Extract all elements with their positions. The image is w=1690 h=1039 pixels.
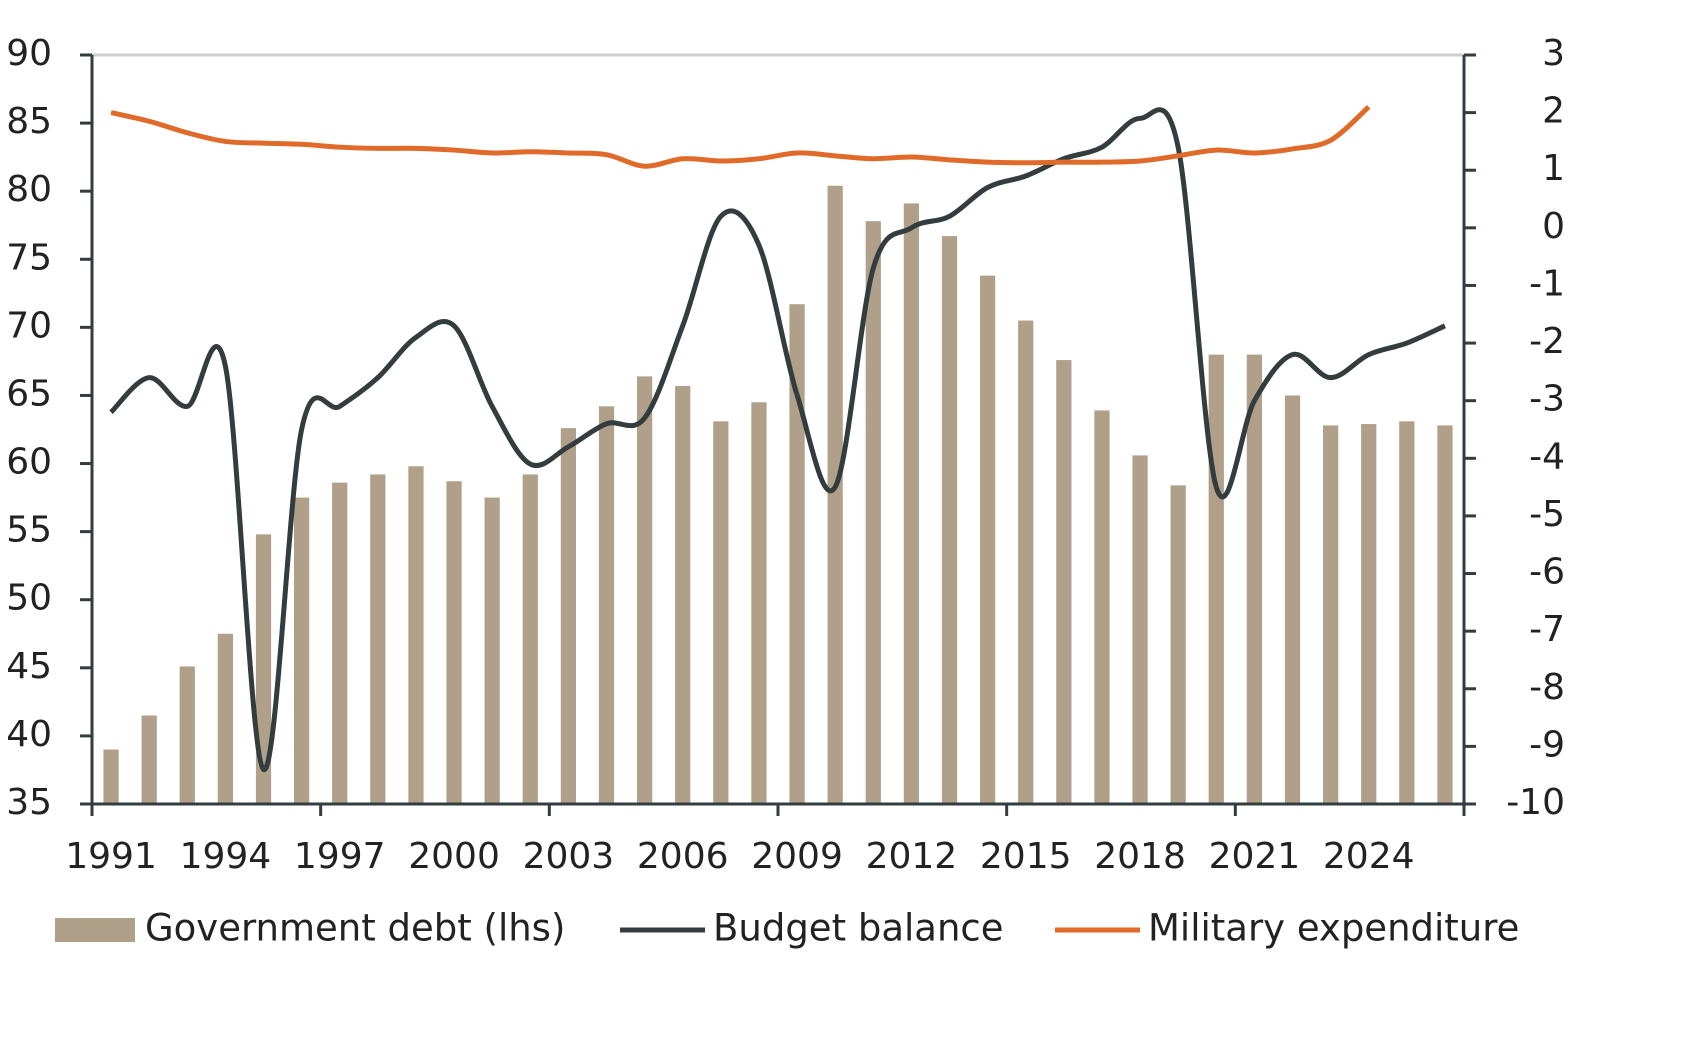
bar — [446, 481, 462, 804]
bar — [255, 534, 272, 804]
bar — [103, 749, 119, 804]
bar — [1094, 410, 1110, 804]
y-tick-label: 35 — [6, 782, 52, 823]
bar — [1246, 354, 1263, 804]
x-tick-label: 2000 — [408, 836, 500, 877]
bar — [1170, 485, 1186, 804]
bar — [293, 497, 310, 804]
y-tick-label: 80 — [6, 169, 52, 210]
y2-tick-label: -6 — [1529, 552, 1565, 593]
y-tick-label: 60 — [6, 442, 52, 483]
y2-tick-label: 0 — [1542, 206, 1565, 247]
bar — [903, 203, 920, 805]
bar — [1132, 455, 1148, 804]
y-tick-label: 55 — [6, 510, 52, 551]
bar — [484, 497, 500, 804]
bar — [675, 385, 691, 804]
legend-label: Budget balance — [713, 907, 1004, 950]
bar — [1208, 354, 1224, 804]
y-tick-label: 65 — [6, 373, 52, 414]
bar — [865, 221, 881, 804]
y2-tick-label: -7 — [1529, 609, 1565, 650]
y2-tick-label: -9 — [1529, 724, 1565, 765]
bar — [332, 482, 348, 804]
y2-tick-label: -3 — [1529, 379, 1565, 420]
y-tick-label: 75 — [6, 237, 52, 278]
bar — [141, 715, 157, 804]
bar — [1018, 320, 1034, 804]
y2-tick-label: 3 — [1542, 33, 1565, 74]
line — [109, 107, 1446, 772]
bar — [636, 376, 653, 804]
x-tick-label: 2015 — [980, 836, 1072, 877]
bar — [560, 428, 577, 804]
bar — [179, 666, 195, 804]
bar — [217, 633, 234, 804]
bar — [751, 402, 767, 804]
x-tick-label: 2009 — [751, 836, 843, 877]
bar — [1322, 425, 1339, 804]
legend-label: Government debt (lhs) — [145, 907, 565, 950]
y2-tick-label: -1 — [1529, 263, 1565, 304]
y2-tick-label: -5 — [1529, 494, 1565, 535]
y2-tick-label: 1 — [1542, 148, 1565, 189]
y-tick-label: 90 — [6, 33, 52, 74]
legend-label: Military expenditure — [1148, 907, 1519, 950]
x-tick-label: 2006 — [637, 836, 729, 877]
bar — [941, 236, 958, 804]
bar — [598, 406, 615, 804]
bar — [713, 421, 729, 804]
y2-tick-label: -2 — [1529, 321, 1565, 362]
bar — [827, 185, 843, 804]
x-tick-label: 2003 — [523, 836, 615, 877]
bar — [1361, 424, 1377, 804]
y2-tick-label: 2 — [1542, 91, 1565, 132]
y-tick-label: 45 — [6, 646, 52, 687]
y-tick-label: 40 — [6, 714, 52, 755]
y-tick-label: 85 — [6, 101, 52, 142]
line — [110, 104, 1371, 169]
x-tick-label: 1991 — [65, 836, 157, 877]
y2-tick-label: -10 — [1506, 782, 1565, 823]
bar — [979, 275, 996, 805]
y2-tick-label: -4 — [1529, 436, 1565, 477]
x-tick-label: 1994 — [180, 836, 272, 877]
bar — [370, 474, 386, 804]
bar — [1399, 421, 1415, 804]
bar — [1437, 425, 1453, 804]
x-tick-label: 2021 — [1209, 836, 1301, 877]
bar — [1056, 360, 1072, 804]
x-tick-label: 2024 — [1323, 836, 1415, 877]
x-tick-label: 1997 — [294, 836, 386, 877]
y-tick-label: 70 — [6, 305, 52, 346]
x-tick-label: 2012 — [866, 836, 958, 877]
legend-swatch — [55, 918, 135, 942]
bar — [408, 466, 424, 804]
y2-tick-label: -8 — [1529, 667, 1565, 708]
x-tick-label: 2018 — [1094, 836, 1186, 877]
bar — [522, 474, 538, 804]
y-tick-label: 50 — [6, 578, 52, 619]
bar — [1284, 395, 1301, 804]
bar — [789, 304, 805, 804]
